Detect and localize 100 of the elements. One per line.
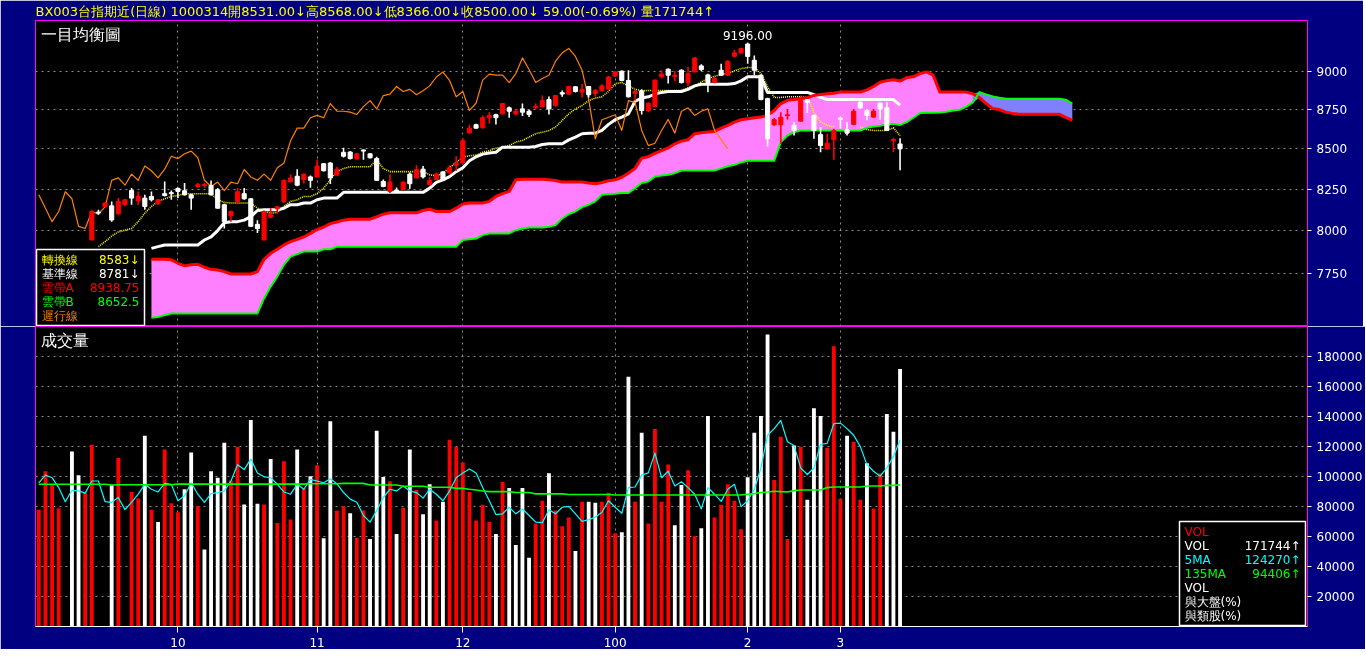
y-tick-label: 160000 (1316, 380, 1363, 394)
x-tick-label: 12 (455, 635, 471, 650)
bar (798, 446, 803, 627)
chart-title: BX003台指期近(日線) 1000314開8531.00↓高8568.00↓低8366.00↓收8500.00↓ 59.00(-0.69%) 量171744↑ (35, 4, 715, 19)
annotation: 8583↓ (98, 252, 140, 267)
y-tick-label: 140000 (1316, 410, 1363, 424)
bar (354, 537, 359, 627)
y-tick-label: 9000 (1316, 65, 1348, 80)
y-tick-label: 120000 (1316, 440, 1363, 454)
candlestick (625, 69, 631, 99)
bar (388, 481, 392, 627)
bar (176, 512, 180, 627)
y-tick-label: 7750 (1316, 266, 1348, 281)
candlestick (221, 202, 227, 230)
bar (454, 446, 459, 627)
bar (613, 533, 618, 627)
annotation: 94406↑ (1252, 566, 1301, 581)
bar (566, 517, 571, 627)
chart-title: 成交量 (40, 330, 89, 350)
bar (434, 520, 439, 627)
candlestick (818, 126, 824, 154)
text: VOL (1184, 538, 1209, 553)
bar (686, 470, 690, 627)
candlestick (327, 161, 333, 185)
text: 135MA (1184, 566, 1227, 581)
bar (725, 484, 730, 627)
bar (646, 523, 651, 627)
candlestick (632, 88, 638, 102)
candlestick (460, 137, 466, 165)
bar (169, 503, 174, 627)
bar (533, 523, 538, 627)
annotation: 171744↑ (1244, 538, 1301, 553)
y-tick-label: 8500 (1316, 142, 1348, 157)
annotation: 8652.5 (97, 295, 140, 309)
bar (772, 480, 777, 627)
candlestick (831, 127, 837, 161)
text: 遲行線 (41, 308, 78, 323)
candlestick (387, 173, 393, 194)
chart-subtitle: 一目均衡圖 (40, 24, 121, 44)
text: 基準線 (41, 266, 78, 281)
annotation: 8938.75 (89, 281, 140, 295)
x-tick-label: 11 (309, 635, 325, 650)
bar (474, 520, 478, 627)
bar (162, 449, 167, 627)
line-series (150, 91, 1074, 319)
y-tick-label: 8250 (1316, 182, 1348, 197)
x-tick-label: 3 (836, 635, 845, 650)
y-tick-label: 60000 (1316, 530, 1355, 544)
bar (666, 464, 671, 627)
x-tick-label: 10 (170, 635, 186, 650)
bar (282, 461, 286, 627)
y-tick-label: 8000 (1316, 224, 1348, 239)
x-tick-label: 100 (603, 635, 627, 650)
y-tick-label: 180000 (1316, 350, 1363, 364)
line-series (38, 419, 901, 524)
text: 雲帶A (41, 280, 75, 295)
bar (460, 462, 465, 627)
bar (719, 504, 724, 627)
y-tick-label: 20000 (1316, 590, 1355, 604)
bar (825, 447, 830, 627)
candlestick (314, 158, 320, 179)
bar (301, 488, 306, 627)
bar (36, 509, 41, 627)
x-tick-label: 2 (743, 635, 752, 650)
y-tick-label: 40000 (1316, 560, 1355, 574)
bar (487, 522, 492, 627)
candlestick (374, 156, 380, 182)
bar (851, 441, 856, 627)
text: VOL (1184, 524, 1209, 539)
y-tick-label: 80000 (1316, 500, 1355, 514)
line-series (38, 482, 901, 496)
text: 5MA (1184, 552, 1212, 567)
annotation: 與大盤(%) (1184, 594, 1242, 609)
bar (600, 501, 604, 627)
bar (633, 501, 637, 627)
line-series (38, 47, 729, 230)
bar (653, 428, 657, 627)
bar (56, 508, 61, 627)
y-tick-label: 100000 (1316, 470, 1363, 484)
bar (229, 480, 233, 627)
bar (335, 510, 339, 627)
bar (580, 501, 584, 627)
bar (83, 492, 88, 627)
candlestick (639, 88, 645, 116)
bar (831, 346, 836, 627)
bar (195, 506, 200, 627)
bar (540, 500, 545, 627)
line-series (149, 70, 1074, 276)
y-tick-label: 8750 (1316, 103, 1348, 118)
bar (480, 504, 485, 627)
bar (50, 484, 54, 627)
bar (401, 507, 406, 627)
candlestick (798, 94, 804, 122)
annotation: 9196.00 (722, 28, 773, 43)
annotation: VOL (1184, 580, 1209, 595)
candlestick (579, 83, 585, 99)
bar (275, 523, 280, 627)
bar (560, 526, 565, 627)
bar (262, 504, 266, 627)
bar (778, 436, 783, 627)
